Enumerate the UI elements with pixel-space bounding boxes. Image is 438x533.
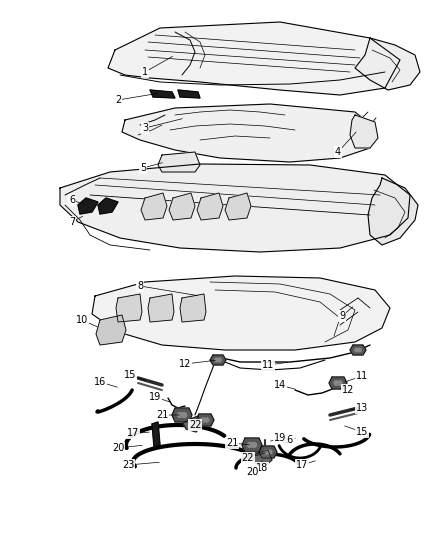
Text: 10: 10 <box>76 315 88 325</box>
Circle shape <box>358 348 361 352</box>
Polygon shape <box>350 345 366 355</box>
Text: 9: 9 <box>339 311 345 321</box>
Polygon shape <box>225 193 251 220</box>
Polygon shape <box>329 377 347 389</box>
Text: 13: 13 <box>356 403 368 413</box>
Text: 20: 20 <box>112 443 124 453</box>
Polygon shape <box>60 164 410 252</box>
Text: 23: 23 <box>122 460 134 470</box>
Polygon shape <box>169 193 195 220</box>
Text: 19: 19 <box>274 433 286 443</box>
Text: 3: 3 <box>142 123 148 133</box>
Circle shape <box>182 413 187 417</box>
Text: 16: 16 <box>282 435 294 445</box>
Text: 2: 2 <box>115 95 121 105</box>
Text: 14: 14 <box>274 380 286 390</box>
Text: 12: 12 <box>179 359 191 369</box>
Circle shape <box>218 358 221 362</box>
Polygon shape <box>116 294 142 322</box>
Circle shape <box>264 450 268 454</box>
Circle shape <box>247 442 252 447</box>
Circle shape <box>215 358 218 362</box>
Polygon shape <box>252 450 272 466</box>
Polygon shape <box>141 193 167 220</box>
Polygon shape <box>259 446 277 458</box>
Text: 19: 19 <box>149 392 161 402</box>
Polygon shape <box>98 198 118 214</box>
Polygon shape <box>368 178 418 245</box>
Text: 20: 20 <box>246 467 258 477</box>
Text: 8: 8 <box>137 281 143 291</box>
Circle shape <box>355 348 358 352</box>
Circle shape <box>205 418 209 422</box>
Text: 16: 16 <box>94 377 106 387</box>
Polygon shape <box>148 294 174 322</box>
Text: 12: 12 <box>342 385 354 395</box>
Text: 22: 22 <box>242 453 254 463</box>
Text: 1: 1 <box>142 67 148 77</box>
Text: 4: 4 <box>335 147 341 157</box>
Polygon shape <box>355 38 420 90</box>
Text: 15: 15 <box>124 370 136 380</box>
Polygon shape <box>210 355 226 365</box>
Text: 11: 11 <box>356 371 368 381</box>
Circle shape <box>252 442 257 447</box>
Polygon shape <box>108 22 400 95</box>
Polygon shape <box>122 104 375 162</box>
Text: 7: 7 <box>69 217 75 227</box>
Polygon shape <box>183 416 202 432</box>
Polygon shape <box>197 193 223 220</box>
Polygon shape <box>92 276 390 350</box>
Polygon shape <box>152 422 160 447</box>
Text: 21: 21 <box>156 410 168 420</box>
Circle shape <box>177 413 182 417</box>
Polygon shape <box>78 198 98 214</box>
Polygon shape <box>350 115 378 148</box>
Polygon shape <box>172 408 192 422</box>
Polygon shape <box>178 90 200 98</box>
Text: 6: 6 <box>69 195 75 205</box>
Text: 11: 11 <box>262 360 274 370</box>
Circle shape <box>338 381 342 385</box>
Circle shape <box>334 381 338 385</box>
Polygon shape <box>150 90 175 98</box>
Text: 15: 15 <box>356 427 368 437</box>
Polygon shape <box>96 315 126 345</box>
Text: 18: 18 <box>256 463 268 473</box>
Text: 17: 17 <box>127 428 139 438</box>
Polygon shape <box>242 438 262 452</box>
Text: 22: 22 <box>189 420 201 430</box>
Circle shape <box>201 418 205 422</box>
Text: 5: 5 <box>140 163 146 173</box>
Text: 21: 21 <box>226 438 238 448</box>
Text: 17: 17 <box>296 460 308 470</box>
Polygon shape <box>180 294 206 322</box>
Polygon shape <box>196 414 214 426</box>
Circle shape <box>268 450 272 454</box>
Polygon shape <box>158 152 200 172</box>
